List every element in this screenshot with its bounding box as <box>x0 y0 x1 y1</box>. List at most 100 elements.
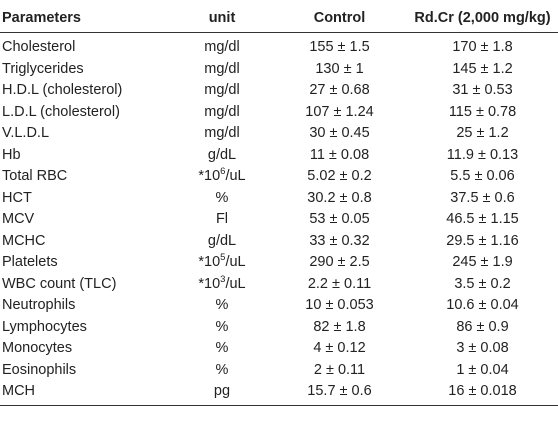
rdcr-value-cell: 3.5 ± 0.2 <box>454 275 511 292</box>
control-value-cell: 4 ± 0.12 <box>313 340 366 356</box>
unit-base: mg/dl <box>204 39 240 55</box>
table-row: Total RBC *106/uL 5.02 ± 0.2 5.5 ± 0.06 <box>0 166 558 188</box>
table-row: Lymphocytes% 82 ± 1.8 86 ± 0.9 <box>0 317 558 339</box>
table-row: MCV Fl 53 ± 0.05 46.5 ± 1.15 <box>0 209 558 231</box>
unit-cell: g/dL <box>172 231 272 253</box>
unit-cell: mg/dl <box>172 59 272 81</box>
rdcr-value-cell: 16 ± 0.018 <box>407 381 558 406</box>
control-value-cell: 290 ± 2.5 <box>309 254 370 270</box>
unit-cell: *105/uL <box>172 252 272 274</box>
table-row: Platelets *105/uL 290 ± 2.5 245 ± 1.9 <box>0 252 558 274</box>
rdcr-value-cell: 31 ± 0.53 <box>452 82 513 98</box>
header-unit: unit <box>172 4 272 33</box>
unit-base: % <box>215 340 229 356</box>
control-value-cell: 130 ± 1 <box>315 60 364 77</box>
unit-base: mg/dl <box>204 103 240 120</box>
unit-cell: pg <box>172 381 272 406</box>
unit-cell: mg/dl <box>172 102 272 124</box>
rdcr-value-cell: 145 ± 1.2 <box>452 60 513 77</box>
parameter-cell: V.L.D.L <box>2 125 50 141</box>
rdcr-value-cell: 29.5 ± 1.16 <box>446 232 519 249</box>
unit-cell: % <box>172 188 272 210</box>
table-row: Monocytes% 4 ± 0.12 3 ± 0.08 <box>0 338 558 360</box>
unit-base: Fl <box>215 211 229 227</box>
parameter-cell: Platelets <box>2 254 58 270</box>
parameter-cell: H.D.L (cholesterol) <box>2 82 123 98</box>
control-value-cell: 10 ± 0.053 <box>305 297 374 313</box>
unit-base: mg/dl <box>204 60 240 77</box>
rdcr-value-cell: 46.5 ± 1.15 <box>446 211 519 227</box>
unit-base: % <box>215 189 229 206</box>
control-value-cell: 30 ± 0.45 <box>309 125 370 141</box>
rdcr-value-cell: 1 ± 0.04 <box>456 361 509 378</box>
parameter-cell: Hb <box>2 146 21 163</box>
rdcr-value-cell: 115 ± 0.78 <box>448 103 517 120</box>
table-row: Neutrophils% 10 ± 0.053 10.6 ± 0.04 <box>0 295 558 317</box>
parameter-cell: Total RBC <box>2 168 68 184</box>
unit-exponent: 6 <box>220 166 226 178</box>
parameter-cell: MCHC <box>2 232 46 249</box>
parameter-cell: MCH <box>0 381 172 406</box>
control-value-cell: 5.02 ± 0.2 <box>307 168 372 184</box>
header-control: Control <box>272 4 407 33</box>
parameter-cell: HCT <box>2 189 32 206</box>
unit-suffix: /uL <box>225 168 246 184</box>
table-row: Eosinophils% 2 ± 0.11 1 ± 0.04 <box>0 360 558 382</box>
control-value-cell: 11 ± 0.08 <box>309 146 370 163</box>
unit-cell: % <box>172 295 272 317</box>
unit-suffix: /uL <box>225 275 246 292</box>
unit-base: pg <box>213 383 231 399</box>
unit-base: *10 <box>198 275 221 292</box>
unit-base: % <box>215 361 229 378</box>
unit-cell: mg/dl <box>172 123 272 145</box>
control-value-cell: 30.2 ± 0.8 <box>307 189 372 206</box>
unit-cell: *103/uL <box>172 274 272 296</box>
unit-suffix: /uL <box>225 254 246 270</box>
control-value-cell: 82 ± 1.8 <box>313 318 366 335</box>
rdcr-value-cell: 37.5 ± 0.6 <box>450 189 515 206</box>
header-row: Parameters unit Control Rd.Cr (2,000 mg/… <box>0 4 558 33</box>
table-row: H.D.L (cholesterol) mg/dl 27 ± 0.68 31 ± 0.… <box>0 80 558 102</box>
control-value-cell: 2.2 ± 0.11 <box>307 275 372 292</box>
header-rdcr: Rd.Cr (2,000 mg/kg) <box>407 4 558 33</box>
table-row: Hb g/dL 11 ± 0.08 11.9 ± 0.13 <box>0 145 558 167</box>
rdcr-value-cell: 11.9 ± 0.13 <box>446 146 519 163</box>
table-row: MCH pg 15.7 ± 0.6 16 ± 0.018 <box>0 381 558 406</box>
table-row: MCHC g/dL 33 ± 0.32 29.5 ± 1.16 <box>0 231 558 253</box>
unit-base: % <box>215 297 229 313</box>
unit-base: *10 <box>198 254 221 270</box>
unit-cell: mg/dl <box>172 33 272 59</box>
table-row: Cholesterol mg/dl 155 ± 1.5 170 ± 1.8 <box>0 33 558 59</box>
unit-cell: mg/dl <box>172 80 272 102</box>
table-row: L.D.L (cholesterol) mg/dl 107 ± 1.24 115 ± … <box>0 102 558 124</box>
parameter-cell: WBC count (TLC) <box>2 275 117 292</box>
unit-base: mg/dl <box>204 82 240 98</box>
parameter-cell: Monocytes <box>2 340 73 356</box>
unit-base: % <box>215 318 229 335</box>
parameter-cell: Eosinophils <box>2 361 77 378</box>
parameter-cell: Triglycerides <box>2 60 84 77</box>
rdcr-value-cell: 86 ± 0.9 <box>456 318 509 335</box>
table-row: Triglycerides mg/dl 130 ± 1 145 ± 1.2 <box>0 59 558 81</box>
unit-base: mg/dl <box>204 125 240 141</box>
unit-cell: Fl <box>172 209 272 231</box>
table-container: Parameters unit Control Rd.Cr (2,000 mg/… <box>0 4 558 406</box>
control-value-cell: 53 ± 0.05 <box>309 211 370 227</box>
control-value-cell: 27 ± 0.68 <box>309 82 370 98</box>
unit-cell: % <box>172 338 272 360</box>
parameter-cell: Cholesterol <box>2 39 76 55</box>
header-parameters: Parameters <box>0 4 172 33</box>
results-table: Parameters unit Control Rd.Cr (2,000 mg/… <box>0 4 558 406</box>
parameter-cell: Lymphocytes <box>2 318 87 335</box>
rdcr-value-cell: 5.5 ± 0.06 <box>450 168 515 184</box>
unit-exponent: 5 <box>220 252 226 264</box>
unit-base: *10 <box>198 168 221 184</box>
parameter-cell: L.D.L (cholesterol) <box>2 103 120 120</box>
rdcr-value-cell: 25 ± 1.2 <box>456 125 509 141</box>
control-value-cell: 155 ± 1.5 <box>309 39 370 55</box>
parameter-cell: Neutrophils <box>2 297 76 313</box>
unit-base: g/dL <box>207 146 237 163</box>
unit-cell: % <box>172 360 272 382</box>
table-body: Cholesterol mg/dl 155 ± 1.5 170 ± 1.8 Trigly… <box>0 33 558 406</box>
unit-cell: *106/uL <box>172 166 272 188</box>
